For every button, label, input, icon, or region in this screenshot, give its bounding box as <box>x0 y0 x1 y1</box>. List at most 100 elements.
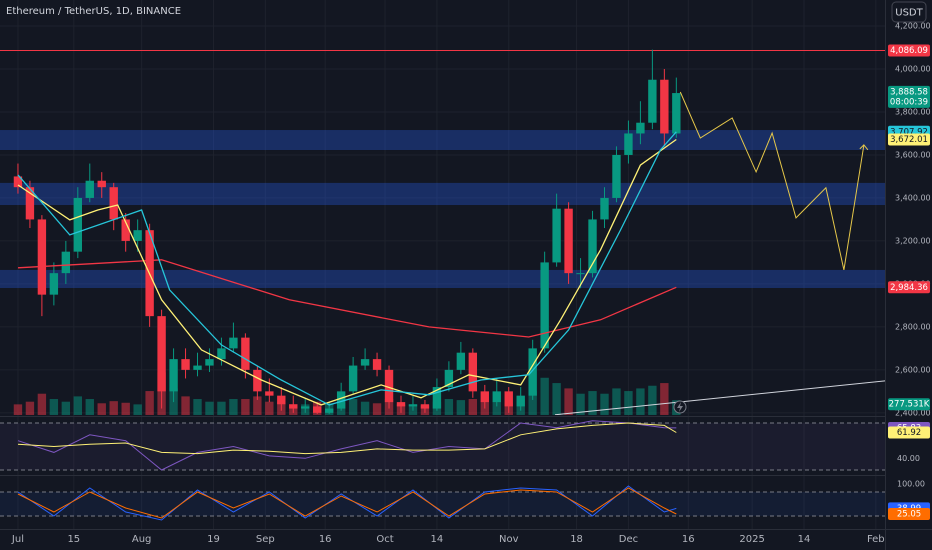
volume-bar <box>456 400 466 415</box>
volume-bar <box>133 404 142 415</box>
volume-bar <box>25 401 35 415</box>
volume-bar <box>85 399 94 415</box>
currency-button-label[interactable]: USDT <box>895 8 923 19</box>
x-tick-label: Feb <box>867 534 885 545</box>
candle-body <box>432 387 442 409</box>
y-tick-label: 4,200.00 <box>895 22 931 31</box>
volume-bar <box>348 399 358 415</box>
candle-body <box>540 262 549 349</box>
y-tick-label: 2,800.00 <box>895 322 931 331</box>
price-tag <box>888 281 930 294</box>
candle-body <box>289 404 298 409</box>
candle-body <box>396 402 406 407</box>
zone <box>0 182 885 206</box>
price-tag <box>888 398 930 411</box>
volume-bar <box>576 393 585 415</box>
volume-bar <box>360 401 370 415</box>
candle-body <box>25 187 35 220</box>
candle-body <box>313 406 322 413</box>
alert-icon[interactable] <box>673 400 687 414</box>
candle-body <box>504 391 513 407</box>
candle-body <box>384 369 394 403</box>
x-tick-label: 14 <box>798 534 811 545</box>
candle-body <box>121 219 130 241</box>
candle-body <box>205 359 214 366</box>
candle-body <box>229 337 238 349</box>
candle-body <box>468 352 478 392</box>
x-tick-label: 15 <box>67 534 80 545</box>
candle-body <box>49 273 59 295</box>
y-tick-label: 40.00 <box>897 454 920 463</box>
volume-bar <box>217 401 226 415</box>
candle-body <box>217 348 226 360</box>
oscillator-line <box>17 422 677 455</box>
x-tick-label: 16 <box>319 534 332 545</box>
candle-body <box>372 359 382 370</box>
volume-bar <box>612 388 621 415</box>
y-tick-label: 3,800.00 <box>895 107 931 116</box>
candle-body <box>456 352 466 370</box>
candle-body <box>576 273 585 275</box>
candle-body <box>660 79 669 134</box>
candle-body <box>408 404 418 407</box>
candle-body <box>73 197 82 252</box>
price-tag-label: 3,672.01 <box>890 135 928 145</box>
volume-bar <box>229 399 238 415</box>
volume-bar <box>37 393 47 415</box>
y-tick-label: 3,200.00 <box>895 236 931 245</box>
zone <box>0 130 885 151</box>
volume-bar <box>265 401 274 415</box>
price-tag-label: 2,984.36 <box>890 283 928 293</box>
x-tick-label: 16 <box>682 534 695 545</box>
price-tag-label: 4,086.09 <box>890 46 928 56</box>
volume-bar <box>241 399 250 415</box>
price-tag-label: 25.05 <box>897 509 921 519</box>
candle-body <box>492 391 501 403</box>
projection-path <box>679 91 865 271</box>
x-tick-label: 2025 <box>739 534 764 545</box>
volume-bar <box>660 383 669 415</box>
volume-bar <box>564 388 573 415</box>
candle-body <box>253 369 262 392</box>
y-tick-label: 2,600.00 <box>895 365 931 374</box>
currency-button[interactable] <box>891 1 927 23</box>
volume-bar <box>121 402 130 415</box>
candle-body <box>336 391 346 409</box>
trend-line <box>554 380 885 415</box>
candle-body <box>193 365 202 370</box>
candle-body <box>564 208 573 274</box>
y-tick-label: 2,400.00 <box>895 408 931 417</box>
candle-body <box>516 395 525 407</box>
candle-body <box>588 219 597 274</box>
candle-body <box>612 154 621 198</box>
candle-body <box>624 133 633 155</box>
candle-body <box>324 408 334 413</box>
volume-bar <box>528 391 537 415</box>
volume-bar <box>97 403 106 415</box>
volume-bar <box>181 396 190 415</box>
volume-bar <box>552 383 561 415</box>
x-tick-label: Sep <box>256 534 275 545</box>
volume-bar <box>600 393 609 415</box>
volume-bar <box>193 399 202 415</box>
price-tag <box>888 507 930 520</box>
candle-body <box>169 359 178 392</box>
price-tag <box>888 426 930 439</box>
x-tick-label: 19 <box>207 534 220 545</box>
y-tick-label: 100.00 <box>897 480 925 489</box>
candle-body <box>13 176 23 188</box>
candle-body <box>420 404 430 409</box>
price-tag <box>888 133 930 146</box>
moving-average <box>17 131 677 406</box>
volume-bar <box>624 391 633 415</box>
zone <box>0 269 885 288</box>
candle-body <box>241 337 250 370</box>
candle-body <box>348 365 358 392</box>
price-tag <box>888 44 930 57</box>
volume-bar <box>253 396 262 415</box>
countdown-label: 08:00:39 <box>890 97 928 107</box>
candle-body <box>181 359 190 370</box>
